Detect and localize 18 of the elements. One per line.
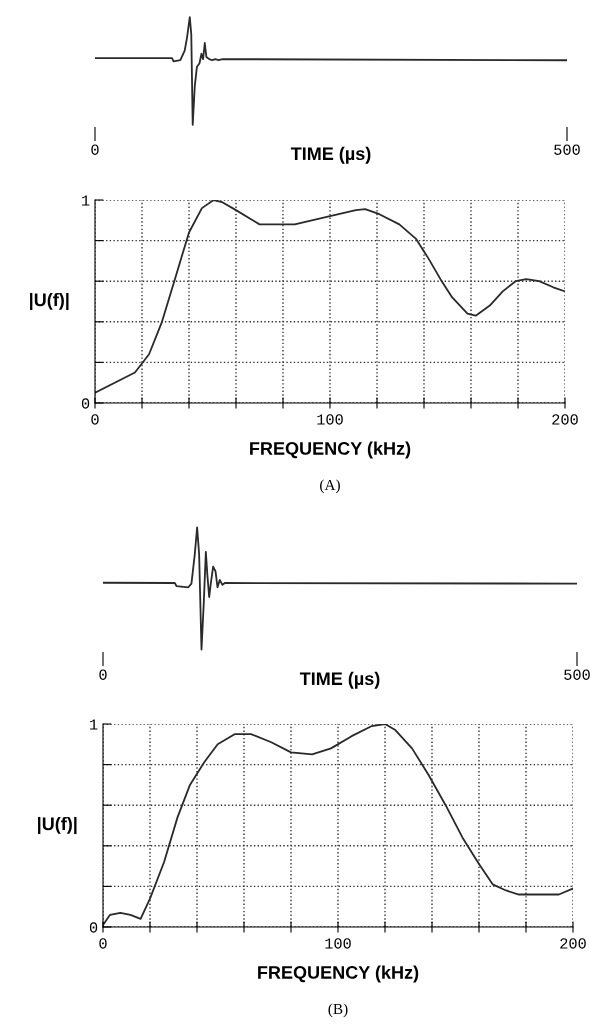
text: (B) — [328, 1003, 348, 1018]
x-tick-label: 0 — [99, 938, 107, 949]
y-tick-label: 1 — [90, 719, 98, 730]
y-axis-title: |U(f)| — [38, 816, 77, 835]
text: (A) — [320, 479, 340, 494]
line-series — [103, 724, 573, 926]
x-tick-label: 200 — [552, 414, 578, 425]
x-axis-title: TIME (µs) — [299, 671, 380, 689]
x-tick-label: 200 — [560, 938, 586, 949]
x-tick-label: 500 — [564, 669, 590, 680]
y-axis-title: |U(f)| — [30, 292, 69, 311]
x-tick-label: 100 — [317, 414, 343, 425]
x-axis-title: FREQUENCY (kHz) — [250, 441, 411, 459]
x-tick-label: 100 — [325, 938, 351, 949]
x-axis-title: TIME (µs) — [290, 146, 371, 164]
x-tick-label: 500 — [554, 144, 580, 155]
y-tick-label: 1 — [82, 195, 90, 206]
x-axis-title: FREQUENCY (kHz) — [258, 965, 419, 983]
